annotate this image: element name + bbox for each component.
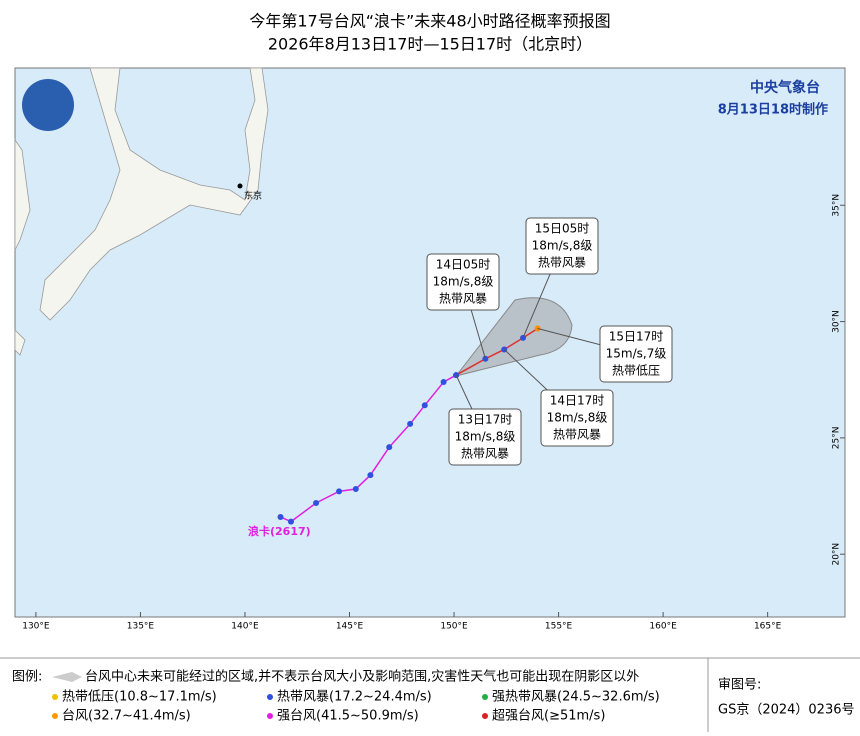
- legend-icon: [267, 694, 273, 700]
- x-tick-label: 130°E: [22, 622, 50, 632]
- callout-text: 14日17时: [550, 394, 605, 408]
- callout-text: 18m/s,8级: [455, 430, 516, 444]
- legend-item: 热带风暴(17.2~24.4m/s): [277, 690, 432, 705]
- track-point: [336, 488, 343, 495]
- legend-icon: [267, 713, 273, 719]
- callout-box: [540, 389, 614, 447]
- legend-icon: [482, 713, 488, 719]
- legend-icon: [482, 694, 488, 700]
- city: 东京: [244, 190, 262, 202]
- approval-label: 审图号:: [718, 678, 761, 693]
- legend-label: 图例:: [12, 670, 42, 685]
- made-time: 8月13日18时制作: [718, 102, 828, 118]
- callout-box: [599, 325, 673, 383]
- legend-cone: [52, 672, 82, 682]
- callout-text: 13日17时: [458, 413, 513, 427]
- y-tick-label: 25°N: [832, 427, 842, 450]
- track-point: [352, 486, 359, 493]
- callout-text: 热带风暴: [553, 428, 601, 442]
- track-point: [421, 402, 428, 409]
- x-tick-label: 155°E: [545, 622, 573, 632]
- agency: 中央气象台: [750, 79, 820, 96]
- map-frame: [14, 67, 846, 618]
- track-point: [277, 513, 284, 520]
- callout-text: 15日05时: [535, 222, 590, 236]
- x-tick-label: 150°E: [440, 622, 468, 632]
- approval-number: GS京（2024）0236号: [718, 703, 855, 718]
- x-tick-label: 145°E: [336, 622, 364, 632]
- callout-text: 15日17时: [609, 330, 664, 344]
- logo: [22, 79, 74, 131]
- y-tick-label: 20°N: [832, 543, 842, 566]
- legend-icon: [52, 694, 58, 700]
- track-point: [440, 379, 447, 386]
- legend-item: 台风(32.7~41.4m/s): [62, 709, 191, 724]
- callout-text: 18m/s,8级: [532, 239, 593, 253]
- x-tick-label: 165°E: [754, 622, 782, 632]
- typhoon-name: 浪卡(2617): [248, 524, 311, 538]
- track-point: [367, 472, 374, 479]
- track-point: [386, 444, 393, 451]
- track-point: [313, 500, 320, 507]
- title: 今年第17号台风“浪卡”未来48小时路径概率预报图: [249, 12, 610, 31]
- track-point: [287, 518, 294, 525]
- x-tick-label: 160°E: [649, 622, 677, 632]
- callout-box: [525, 217, 599, 275]
- track-point: [407, 420, 414, 427]
- legend-item: 强台风(41.5~50.9m/s): [277, 709, 419, 724]
- legend-item: 超强台风(≥51m/s): [492, 709, 605, 724]
- callout-text: 15m/s,7级: [606, 347, 667, 361]
- callout-text: 18m/s,8级: [433, 275, 494, 289]
- legend-item: 热带低压(10.8~17.1m/s): [62, 690, 217, 705]
- y-tick-label: 30°N: [832, 310, 842, 333]
- x-tick-label: 140°E: [231, 622, 259, 632]
- y-tick-label: 35°N: [832, 194, 842, 217]
- land: [14, 67, 269, 356]
- legend-cone-text: 台风中心未来可能经过的区域,并不表示台风大小及影响范围,灾害性天气也可能出现在阴…: [85, 669, 639, 685]
- legend-item: 强热带风暴(24.5~32.6m/s): [492, 690, 660, 705]
- city-dot: [237, 183, 243, 189]
- callout-text: 热带风暴: [538, 256, 586, 270]
- callout-text: 热带风暴: [461, 447, 509, 461]
- callout-text: 14日05时: [436, 258, 491, 272]
- legend-icon: [52, 713, 58, 719]
- x-tick-label: 135°E: [127, 622, 155, 632]
- callout-box: [448, 408, 522, 466]
- subtitle: 2026年8月13日17时—15日17时（北京时）: [268, 35, 592, 54]
- callout-text: 热带低压: [612, 364, 660, 378]
- callout-text: 18m/s,8级: [547, 411, 608, 425]
- callout-box: [426, 253, 500, 311]
- callout-text: 热带风暴: [439, 292, 487, 306]
